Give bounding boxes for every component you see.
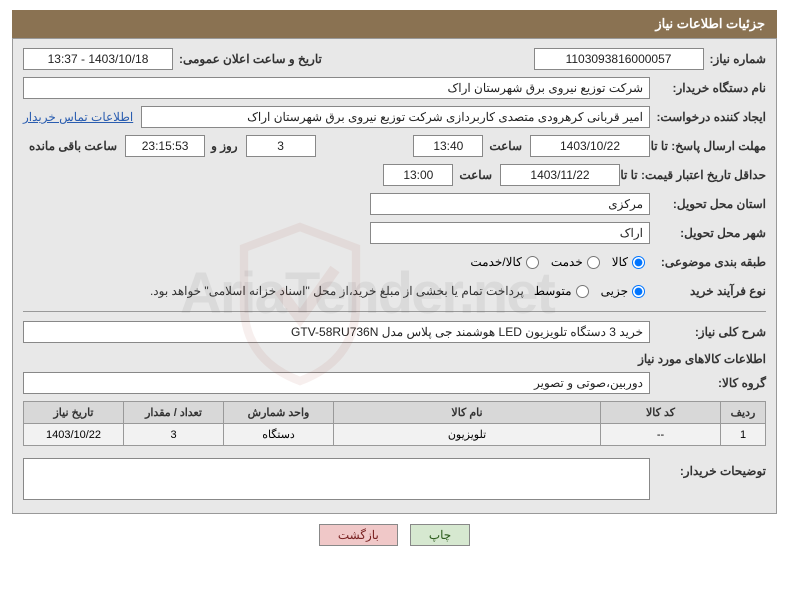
group-value: دوربین،صوتی و تصویر (23, 372, 650, 394)
cell-name: تلویزیون (334, 424, 601, 446)
city-label: شهر محل تحویل: (656, 226, 766, 240)
deadline-label: مهلت ارسال پاسخ: تا تاریخ: (656, 139, 766, 153)
days-label: روز و (211, 139, 238, 153)
items-section-header: اطلاعات کالاهای مورد نیاز (23, 352, 766, 366)
group-label: گروه کالا: (656, 376, 766, 390)
cell-unit: دستگاه (224, 424, 334, 446)
th-name: نام کالا (334, 402, 601, 424)
print-button[interactable]: چاپ (410, 524, 470, 546)
cell-row: 1 (721, 424, 766, 446)
process-note: پرداخت تمام یا بخشی از مبلغ خرید،از محل … (150, 284, 524, 298)
buyer-label: نام دستگاه خریدار: (656, 81, 766, 95)
need-number-label: شماره نیاز: (710, 52, 766, 66)
validity-time: 13:00 (383, 164, 453, 186)
back-button[interactable]: بازگشت (319, 524, 398, 546)
validity-date: 1403/11/22 (500, 164, 620, 186)
process-label: نوع فرآیند خرید (651, 284, 766, 298)
announce-value: 1403/10/18 - 13:37 (23, 48, 173, 70)
th-date: تاریخ نیاز (24, 402, 124, 424)
validity-label: حداقل تاریخ اعتبار قیمت: تا تاریخ: (626, 168, 766, 182)
radio-goods-service[interactable]: کالا/خدمت (470, 255, 538, 269)
radio-goods[interactable]: کالا (612, 255, 645, 269)
requester-value: امیر قربانی کرهرودی متصدی کاربردازی شرکت… (141, 106, 650, 128)
deadline-date: 1403/10/22 (530, 135, 650, 157)
category-radio-group: کالا خدمت کالا/خدمت (470, 255, 645, 269)
summary-value: خرید 3 دستگاه تلویزیون LED هوشمند جی پلا… (23, 321, 650, 343)
notes-label: توضیحات خریدار: (656, 454, 766, 478)
buyer-contact-link[interactable]: اطلاعات تماس خریدار (23, 110, 133, 124)
summary-label: شرح کلی نیاز: (656, 325, 766, 339)
th-row: ردیف (721, 402, 766, 424)
province-value: مرکزی (370, 193, 650, 215)
radio-medium[interactable]: متوسط (534, 284, 589, 298)
deadline-time: 13:40 (413, 135, 483, 157)
city-value: اراک (370, 222, 650, 244)
countdown-label: ساعت باقی مانده (29, 139, 117, 153)
process-radio-group: جزیی متوسط (534, 284, 645, 298)
need-number-value: 1103093816000057 (534, 48, 704, 70)
cell-code: -- (601, 424, 721, 446)
items-table: ردیف کد کالا نام کالا واحد شمارش تعداد /… (23, 401, 766, 446)
requester-label: ایجاد کننده درخواست: (656, 110, 766, 124)
announce-label: تاریخ و ساعت اعلان عمومی: (179, 52, 322, 66)
buyer-value: شرکت توزیع نیروی برق شهرستان اراک (23, 77, 650, 99)
time-label-2: ساعت (459, 168, 492, 182)
panel-header: جزئیات اطلاعات نیاز (12, 10, 777, 38)
countdown-value: 23:15:53 (125, 135, 205, 157)
days-remaining: 3 (246, 135, 316, 157)
time-label-1: ساعت (489, 139, 522, 153)
cell-date: 1403/10/22 (24, 424, 124, 446)
category-label: طبقه بندی موضوعی: (651, 255, 766, 269)
details-panel: شماره نیاز: 1103093816000057 تاریخ و ساع… (12, 38, 777, 514)
buyer-notes-textarea[interactable] (23, 458, 650, 500)
th-qty: تعداد / مقدار (124, 402, 224, 424)
radio-partial[interactable]: جزیی (601, 284, 645, 298)
cell-qty: 3 (124, 424, 224, 446)
table-row: 1 -- تلویزیون دستگاه 3 1403/10/22 (24, 424, 766, 446)
th-unit: واحد شمارش (224, 402, 334, 424)
th-code: کد کالا (601, 402, 721, 424)
province-label: استان محل تحویل: (656, 197, 766, 211)
radio-service[interactable]: خدمت (551, 255, 600, 269)
divider (23, 311, 766, 312)
